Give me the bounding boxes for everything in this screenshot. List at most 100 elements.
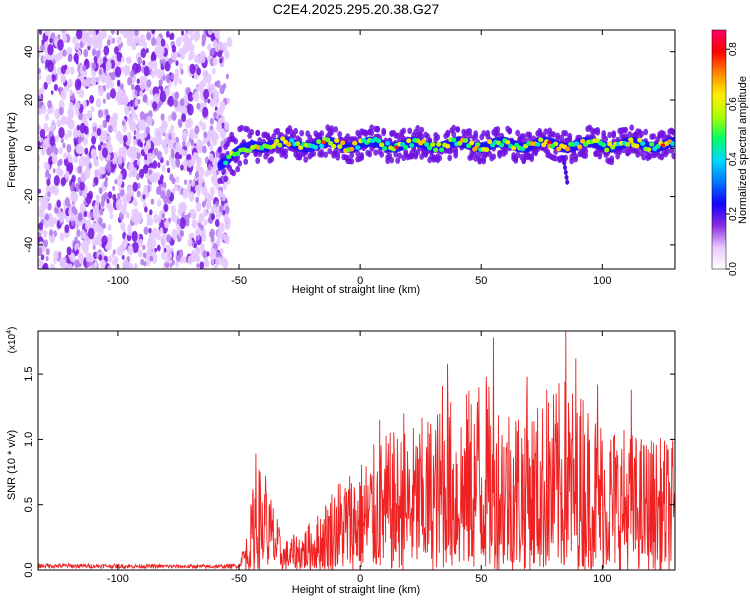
- noise-speck: [151, 30, 156, 35]
- signal-peak: [295, 141, 301, 147]
- snr-y-axis-label: SNR (10 * v/v): [6, 430, 18, 500]
- signal-halo: [627, 131, 633, 138]
- noise-speck: [63, 263, 70, 269]
- signal-halo: [521, 133, 527, 140]
- noise-speck: [79, 122, 86, 134]
- signal-streak: [563, 165, 567, 171]
- noise-speck: [211, 67, 216, 75]
- noise-speck: [196, 102, 201, 110]
- noise-speck: [136, 173, 140, 181]
- noise-speck: [120, 90, 126, 99]
- noise-speck: [171, 112, 177, 121]
- noise-speck: [209, 194, 214, 201]
- signal-halo: [451, 124, 457, 132]
- noise-speck: [146, 213, 152, 222]
- snr-y-tick-label: 1.0: [23, 432, 35, 447]
- noise-speck: [87, 253, 93, 263]
- noise-speck: [75, 184, 80, 191]
- noise-speck: [66, 144, 72, 153]
- noise-speck: [171, 45, 177, 53]
- noise-speck: [60, 177, 66, 187]
- noise-speck: [210, 206, 215, 214]
- spectrogram-y-tick-label: 0: [23, 145, 35, 151]
- noise-speck: [40, 87, 45, 95]
- noise-speck: [201, 33, 207, 42]
- signal-halo: [375, 125, 381, 133]
- signal-peak: [538, 137, 544, 143]
- signal-halo: [239, 124, 245, 132]
- noise-speck: [186, 30, 191, 35]
- noise-speck: [158, 79, 163, 87]
- noise-speck: [116, 51, 123, 62]
- colorbar-label: Normalized spectral amplitude: [737, 76, 749, 224]
- noise-speck: [181, 113, 187, 123]
- noise-speck: [94, 236, 100, 246]
- noise-speck: [57, 34, 61, 40]
- noise-speck: [209, 117, 214, 125]
- noise-speck: [97, 144, 102, 151]
- noise-speck: [179, 229, 184, 237]
- noise-speck: [78, 88, 85, 99]
- signal-halo: [349, 158, 355, 165]
- signal-halo: [491, 153, 497, 160]
- noise-speck: [98, 217, 103, 226]
- noise-speck: [130, 69, 135, 78]
- signal-halo: [237, 160, 243, 167]
- noise-speck: [220, 257, 226, 267]
- noise-speck: [77, 49, 82, 57]
- noise-speck: [106, 92, 111, 100]
- noise-speck: [165, 74, 171, 83]
- noise-speck: [77, 165, 83, 174]
- signal-peak: [604, 147, 610, 153]
- noise-speck: [87, 109, 93, 119]
- noise-speck: [51, 74, 56, 82]
- noise-speck: [107, 124, 113, 133]
- snr-y-ticks: 0.0 0.5 1.0 1.5: [23, 366, 675, 578]
- noise-speck: [161, 164, 166, 172]
- signal-halo: [583, 148, 589, 155]
- noise-speck: [187, 91, 194, 102]
- signal-peak: [640, 141, 646, 146]
- noise-speck: [198, 166, 205, 178]
- noise-speck: [96, 128, 102, 136]
- noise-speck: [221, 232, 227, 241]
- signal-halo: [369, 129, 375, 136]
- noise-speck: [178, 63, 183, 71]
- noise-speck: [47, 202, 52, 211]
- signal-peak: [349, 146, 355, 152]
- noise-speck: [157, 150, 163, 161]
- signal-halo: [243, 158, 249, 165]
- noise-speck: [43, 81, 48, 90]
- noise-speck: [65, 216, 70, 224]
- noise-speck: [142, 252, 147, 259]
- noise-speck: [112, 185, 116, 191]
- signal-peak: [352, 140, 358, 146]
- noise-speck: [43, 230, 48, 238]
- noise-speck: [43, 161, 49, 170]
- noise-speck: [201, 181, 205, 188]
- noise-speck: [102, 223, 106, 229]
- noise-speck: [98, 68, 103, 76]
- noise-speck: [82, 190, 87, 199]
- noise-speck: [136, 190, 141, 198]
- noise-speck: [188, 233, 193, 240]
- signal-peak: [403, 144, 409, 150]
- noise-speck: [64, 197, 70, 207]
- noise-speck: [147, 152, 154, 164]
- noise-speck: [83, 49, 89, 58]
- noise-speck: [135, 130, 141, 139]
- noise-speck: [191, 219, 198, 229]
- noise-speck: [124, 105, 129, 113]
- signal-halo: [245, 126, 251, 133]
- noise-speck: [114, 46, 119, 55]
- noise-speck: [79, 181, 85, 192]
- signal-streak: [561, 155, 566, 161]
- noise-speck: [212, 57, 218, 67]
- noise-speck: [204, 259, 210, 268]
- signal-halo: [641, 154, 647, 161]
- signal-peak: [451, 137, 457, 143]
- signal-halo: [409, 153, 415, 160]
- noise-speck: [170, 73, 175, 80]
- noise-speck: [188, 212, 191, 218]
- noise-speck: [195, 171, 200, 179]
